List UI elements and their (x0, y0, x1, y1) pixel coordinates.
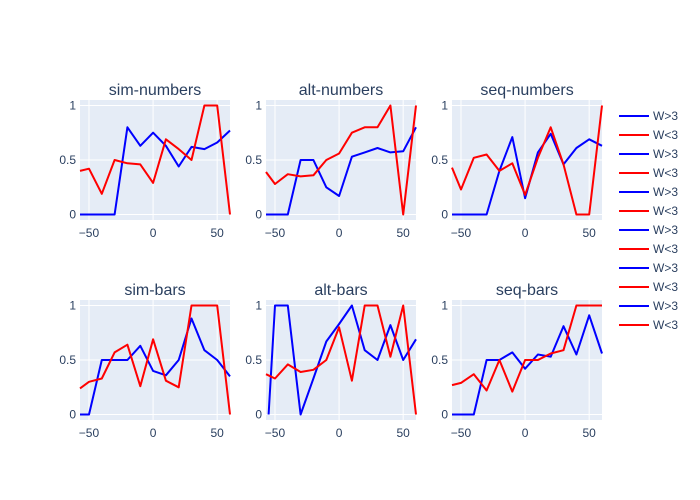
series-line-Wgt3 (267, 304, 417, 416)
x-tick-label: 50 (210, 426, 224, 440)
series-line-Wlt3 (79, 304, 231, 415)
series-line-Wgt3 (80, 126, 231, 216)
x-tick-label: 0 (150, 226, 157, 240)
legend-label: W>3 (653, 261, 678, 275)
legend: W>3 W<3 W>3 W<3 W>3 W<3 W>3 W<3 W>3 W<3 W>3 W<3 (619, 109, 678, 332)
legend-item-Wlt3[interactable]: W<3 (619, 204, 678, 218)
legend-label: W<3 (653, 204, 678, 218)
x-tick-label: 0 (336, 426, 343, 440)
series-line-Wgt3 (80, 317, 231, 416)
subplot-title: sim-numbers (109, 82, 201, 99)
legend-label: W>3 (653, 299, 678, 313)
x-tick-label: 0 (522, 426, 529, 440)
subplot-title: alt-numbers (299, 82, 383, 99)
y-tick-label: 0.5 (431, 353, 448, 367)
y-tick-label: 1 (255, 98, 262, 112)
y-tick-label: 0.5 (431, 153, 448, 167)
legend-item-Wgt3[interactable]: W>3 (619, 109, 678, 123)
series-line-Wgt3 (452, 314, 603, 416)
legend-label: W>3 (653, 109, 678, 123)
x-tick-label: 50 (396, 426, 410, 440)
y-tick-label: 1 (69, 98, 76, 112)
y-tick-label: 0.5 (59, 153, 76, 167)
legend-label: W>3 (653, 147, 678, 161)
legend-label: W>3 (653, 185, 678, 199)
x-tick-label: 0 (336, 226, 343, 240)
legend-item-Wgt3[interactable]: W>3 (619, 299, 678, 313)
y-tick-label: 0 (255, 408, 262, 422)
y-tick-label: 1 (69, 298, 76, 312)
legend-item-Wgt3[interactable]: W>3 (619, 261, 678, 275)
subplot-title: sim-bars (124, 282, 185, 299)
x-tick-label: 50 (396, 226, 410, 240)
legend-item-Wlt3[interactable]: W<3 (619, 128, 678, 142)
legend-label: W>3 (653, 223, 678, 237)
x-tick-label: −50 (451, 226, 472, 240)
y-tick-label: 1 (255, 298, 262, 312)
y-tick-label: 0 (441, 208, 448, 222)
series-line-Wgt3 (266, 126, 417, 216)
legend-item-Wlt3[interactable]: W<3 (619, 242, 678, 256)
x-tick-label: −50 (265, 426, 286, 440)
series-line-Wgt3 (452, 132, 603, 216)
series-line-Wlt3 (265, 104, 417, 216)
legend-label: W<3 (653, 166, 678, 180)
x-tick-label: −50 (265, 226, 286, 240)
y-tick-label: 1 (441, 298, 448, 312)
legend-label: W<3 (653, 280, 678, 294)
legend-item-Wlt3[interactable]: W<3 (619, 280, 678, 294)
legend-item-Wlt3[interactable]: W<3 (619, 166, 678, 180)
y-tick-label: 0.5 (59, 353, 76, 367)
subplot-title: seq-numbers (480, 82, 573, 99)
y-tick-label: 0.5 (245, 353, 262, 367)
x-tick-label: −50 (79, 426, 100, 440)
x-tick-label: −50 (79, 226, 100, 240)
subplot-title: alt-bars (314, 282, 367, 299)
y-tick-label: 0 (69, 408, 76, 422)
legend-label: W<3 (653, 128, 678, 142)
y-tick-label: 0 (441, 408, 448, 422)
x-tick-label: 50 (582, 426, 596, 440)
legend-item-Wgt3[interactable]: W>3 (619, 223, 678, 237)
legend-item-Wgt3[interactable]: W>3 (619, 147, 678, 161)
x-tick-label: −50 (451, 426, 472, 440)
series-line-Wlt3 (451, 105, 603, 216)
y-tick-label: 1 (441, 98, 448, 112)
x-tick-label: 50 (582, 226, 596, 240)
legend-label: W<3 (653, 242, 678, 256)
x-tick-label: 0 (150, 426, 157, 440)
subplot-title: seq-bars (496, 282, 558, 299)
series-line-Wlt3 (79, 104, 231, 215)
legend-item-Wlt3[interactable]: W<3 (619, 318, 678, 332)
legend-item-Wgt3[interactable]: W>3 (619, 185, 678, 199)
series-line-Wlt3 (265, 304, 417, 415)
y-tick-label: 0 (69, 208, 76, 222)
x-tick-label: 0 (522, 226, 529, 240)
legend-label: W<3 (653, 318, 678, 332)
y-tick-label: 0 (255, 208, 262, 222)
x-tick-label: 50 (210, 226, 224, 240)
series-line-Wlt3 (451, 304, 602, 393)
y-tick-label: 0.5 (245, 153, 262, 167)
